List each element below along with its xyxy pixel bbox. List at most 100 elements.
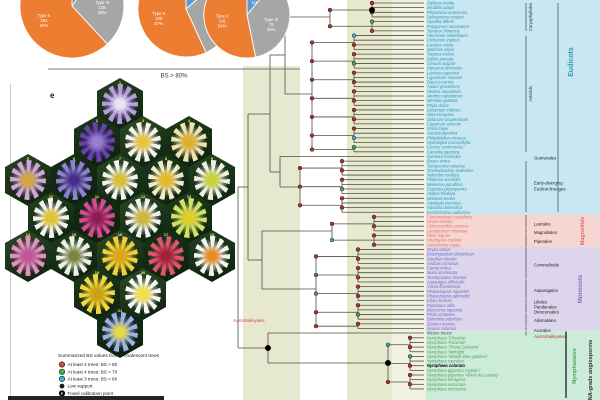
species-tip-label: Hieracium umbellatum — [427, 33, 468, 38]
rotated-order-label: Caryophyllales — [528, 3, 533, 31]
flower-image — [79, 273, 115, 315]
support-node-dot — [339, 177, 345, 182]
support-legend: Summarized BS values from 5 coalescent t… — [58, 353, 160, 397]
species-tip-label: Olea europaea — [427, 112, 455, 117]
rotated-order-label: Asterids — [528, 86, 533, 102]
waterlily-photo-honeycomb: 1 2 3 4 5 6 7 8 9 10 11 12 13 14 15 16 17 18 19 20 21 — [0, 0, 250, 400]
support-node-dot — [355, 312, 361, 317]
order-label: Acorales — [534, 328, 551, 333]
species-tip-label: Nymphaea 'Paramee' — [427, 340, 466, 345]
hex-number-label: 16 — [117, 232, 123, 237]
species-tip-label: Pandanus utilis — [427, 303, 455, 308]
fossil-f-icon: F — [61, 392, 64, 396]
legend-dot-icon — [58, 368, 66, 375]
legend-dot-icon — [59, 383, 65, 389]
support-node-dot — [407, 372, 413, 378]
species-tip-label: Houttuynia cordata — [427, 238, 462, 243]
flower-image — [125, 121, 161, 163]
panel-letter: e — [50, 91, 55, 100]
species-tip-label: Dipsacus laciniatus — [427, 66, 462, 71]
pie-slice — [203, 0, 257, 59]
species-tip-label: Cirsium vulgare — [427, 61, 456, 66]
flower-image — [125, 273, 161, 315]
legend-title: Summarized BS values from 5 coalescent t… — [58, 353, 160, 359]
order-label: Magnoliales — [534, 230, 557, 235]
flower-photo-hex: 1 — [97, 78, 143, 130]
species-tip-label: Sesamum indicum — [427, 107, 461, 112]
species-tip-label: Aristolochia tagala — [426, 242, 461, 247]
species-tip-label: Daucus carota — [427, 80, 454, 85]
order-label: Eudicot lineages — [534, 187, 566, 192]
species-tip-label: Sonchus asper — [427, 47, 455, 52]
pie-slice — [137, 0, 207, 58]
hex-number-label: 7 — [118, 156, 122, 161]
species-tip-label: Nymphaea 'Thong Garnjana' — [427, 345, 479, 350]
flower-image — [102, 83, 138, 125]
support-node-dot — [339, 168, 345, 173]
flower-image — [148, 235, 184, 277]
species-tip-label: Lactuca sativa — [427, 42, 454, 47]
species-tip-label: Vinca major — [427, 126, 449, 131]
species-tip-label: Camellia japonica — [427, 149, 460, 154]
major-clade-label: Eudicots — [568, 47, 575, 77]
species-tip-label: Solanum lycopersicum — [427, 117, 469, 122]
support-node-dot — [355, 265, 361, 271]
support-node-dot — [371, 224, 377, 229]
support-node-dot — [407, 335, 413, 340]
species-tip-label: Akebia trifoliata — [426, 191, 456, 196]
major-clade-label: Magnoliids — [580, 217, 586, 246]
pie-slice-label: Type I2411% — [250, 0, 262, 5]
legend-item-label: Low support — [68, 384, 94, 389]
species-tip-label: Meliosma parviflora — [427, 182, 463, 187]
species-tip-label: Nymphaea 'Woods blue goddess' — [427, 354, 488, 359]
legend-item-label: At least 4 trees: BS > 80 — [68, 362, 118, 367]
species-tip-label: Hedera nepalensis — [427, 89, 461, 94]
species-tip-label: Spirodela polyrhiza — [427, 317, 463, 322]
species-tip-label: Nymphaea 'Choolarp' — [427, 335, 466, 340]
species-tip-label: Apium graveolens — [426, 84, 460, 89]
support-node-dot — [384, 359, 392, 367]
species-tip-label: Tetracentron sinense — [427, 163, 466, 168]
species-tip-label: Mentha canadensis — [427, 94, 463, 99]
support-node-dot — [371, 214, 377, 220]
species-tip-label: Cornus controversa — [427, 145, 463, 150]
order-label: Asparagales — [534, 288, 558, 293]
legend-item-label: At least 4 trees: BS > 70 — [68, 369, 118, 374]
hex-number-label: 5 — [26, 156, 30, 161]
species-tip-label: Mahonia bealei — [427, 196, 455, 201]
species-tip-label: Ananas comosus — [426, 261, 458, 266]
support-node-dot — [351, 79, 357, 85]
species-tip-label: Lonicera japonica — [427, 70, 460, 75]
flower-image — [10, 235, 46, 277]
species-tip-label: Piper nigrum — [427, 233, 451, 238]
species-tip-label: Nymphaea gigantea 'Hybrid I' — [427, 368, 481, 373]
species-tip-label: Nymphaea gigantea 'Albert de Lestang' — [427, 373, 499, 378]
flower-image — [79, 121, 115, 163]
species-tip-label: Nymphaea mexicana — [427, 382, 466, 387]
support-node-dot — [369, 19, 375, 24]
support-node-dot — [407, 382, 413, 387]
species-tip-label: Euptelea pleiosperma — [427, 187, 467, 192]
flower-image — [171, 197, 207, 239]
hex-number-label: 11 — [94, 194, 100, 199]
support-node-dot — [351, 107, 357, 113]
flower-image — [56, 235, 92, 277]
support-node-dot — [368, 6, 376, 14]
hex-number-label: 4 — [187, 118, 191, 123]
species-tip-label: Capsicum annuum — [427, 121, 462, 126]
species-tip-label: Nelumbo nucifera — [427, 173, 460, 178]
support-node-dot — [371, 242, 377, 247]
support-node-dot — [351, 89, 357, 94]
support-node-dot — [339, 205, 345, 210]
species-tip-label: Yucca filamentosa — [427, 284, 461, 289]
support-node-dot — [355, 256, 361, 261]
species-tip-label: Phytolacca americana — [427, 10, 468, 15]
pie-slice — [19, 0, 108, 59]
support-node-dot — [355, 303, 361, 308]
flower-image — [194, 159, 230, 201]
support-node-dot — [351, 98, 357, 103]
order-label: Commelinids — [534, 263, 559, 268]
